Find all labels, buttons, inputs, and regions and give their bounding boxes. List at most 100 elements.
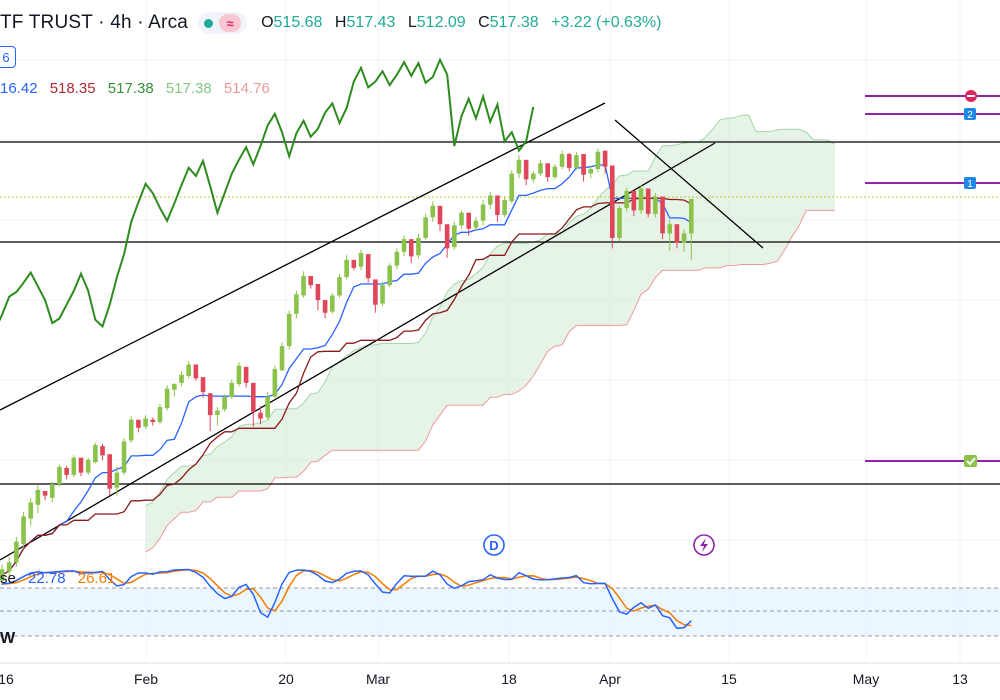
- candle: [236, 362, 242, 387]
- candle-body: [186, 364, 191, 376]
- candle-body: [200, 377, 206, 393]
- candle: [574, 151, 579, 171]
- stoch-overlay-label: W: [0, 630, 16, 647]
- candle: [121, 438, 127, 475]
- candle: [610, 165, 615, 249]
- senkou-span-b: [145, 209, 835, 553]
- candle-body: [538, 163, 543, 174]
- candle-body: [42, 491, 48, 496]
- candle-body: [459, 212, 464, 226]
- candle-body: [423, 217, 428, 238]
- candle-body: [365, 254, 371, 279]
- candle: [674, 224, 680, 249]
- ohlc-low-value: 512.09: [416, 14, 466, 31]
- alert-number-badge: [964, 177, 976, 189]
- candle-body: [444, 224, 450, 249]
- candle: [207, 393, 213, 432]
- ichimoku-legend: 16.42 518.35 517.38 517.38 514.76: [0, 80, 278, 97]
- candle: [114, 466, 120, 496]
- status-pill[interactable]: ≈: [198, 12, 248, 34]
- candle-body: [6, 562, 12, 572]
- candle: [509, 170, 515, 204]
- candle: [516, 155, 522, 179]
- candle: [258, 405, 263, 425]
- alert-number-label: 1: [967, 179, 973, 190]
- candle: [595, 148, 601, 173]
- stoch-band: [0, 588, 1000, 636]
- candle-body: [100, 446, 105, 456]
- ohlc-open-value: 515.68: [273, 14, 323, 31]
- candle: [581, 154, 586, 182]
- candle: [200, 377, 206, 398]
- candle: [143, 415, 148, 429]
- channel-bottom: [0, 142, 716, 561]
- candle: [157, 403, 163, 425]
- wave-icon[interactable]: ≈: [219, 14, 242, 32]
- candle-body: [28, 502, 34, 519]
- candle: [380, 281, 385, 306]
- candle-body: [71, 457, 77, 475]
- candle: [28, 497, 34, 526]
- candle: [100, 443, 105, 460]
- candle: [344, 255, 349, 280]
- candle: [631, 190, 637, 217]
- candle: [566, 152, 572, 172]
- candle: [365, 254, 371, 283]
- chart-header: TF TRUST · 4h · Arca ≈ O515.68 H517.43 L…: [0, 10, 661, 36]
- x-tick-label: 18: [501, 671, 517, 687]
- candle-body: [215, 410, 220, 416]
- stoch-label: se: [0, 570, 16, 587]
- stoch-k-value: 22.78: [28, 570, 66, 587]
- ichimoku-value-1: 518.35: [49, 80, 96, 97]
- candle-body: [653, 196, 658, 214]
- candle: [222, 394, 227, 412]
- candle-body: [610, 165, 615, 238]
- candle-body: [164, 388, 170, 409]
- candle: [337, 273, 342, 298]
- candle: [552, 164, 558, 180]
- candle-body: [243, 366, 249, 383]
- indicator-count-badge[interactable]: 6: [0, 46, 16, 68]
- candle: [193, 364, 199, 381]
- x-tick-label: 16: [0, 671, 14, 687]
- candle-body: [408, 239, 414, 257]
- ichimoku-value-2: 517.38: [107, 80, 154, 97]
- stoch-d-line: [1, 568, 692, 627]
- candle-body: [35, 489, 41, 505]
- candle: [14, 537, 19, 567]
- kijun-line: [1, 197, 692, 576]
- candle-body: [322, 300, 328, 313]
- ichimoku-value-0: 16.42: [0, 80, 38, 97]
- candle-body: [128, 419, 134, 441]
- downtrend-line: [614, 119, 764, 249]
- candle-body: [337, 277, 342, 296]
- candle: [265, 392, 270, 420]
- candle-body: [674, 224, 680, 243]
- candle: [107, 454, 112, 496]
- candle: [272, 365, 278, 398]
- candle: [408, 239, 414, 264]
- candle: [545, 163, 550, 182]
- candle: [35, 485, 41, 513]
- candle: [588, 165, 594, 179]
- candle-body: [315, 284, 321, 301]
- alert-check-icon: [964, 455, 977, 467]
- candle: [308, 275, 314, 289]
- candle: [136, 419, 141, 433]
- candle-body: [373, 279, 378, 305]
- candle: [315, 284, 321, 311]
- symbol-title[interactable]: TF TRUST · 4h · Arca: [0, 12, 189, 33]
- candle-body: [480, 204, 486, 221]
- ohlc-close-value: 517.38: [489, 14, 539, 31]
- candle: [638, 185, 644, 214]
- candle-body: [531, 173, 536, 180]
- candle-body: [602, 150, 608, 167]
- candle: [179, 371, 184, 387]
- candle: [42, 491, 48, 501]
- candle-body: [380, 285, 385, 304]
- candle-body: [329, 295, 335, 312]
- candle: [538, 159, 543, 176]
- candle-body: [121, 441, 127, 473]
- candle: [164, 385, 170, 411]
